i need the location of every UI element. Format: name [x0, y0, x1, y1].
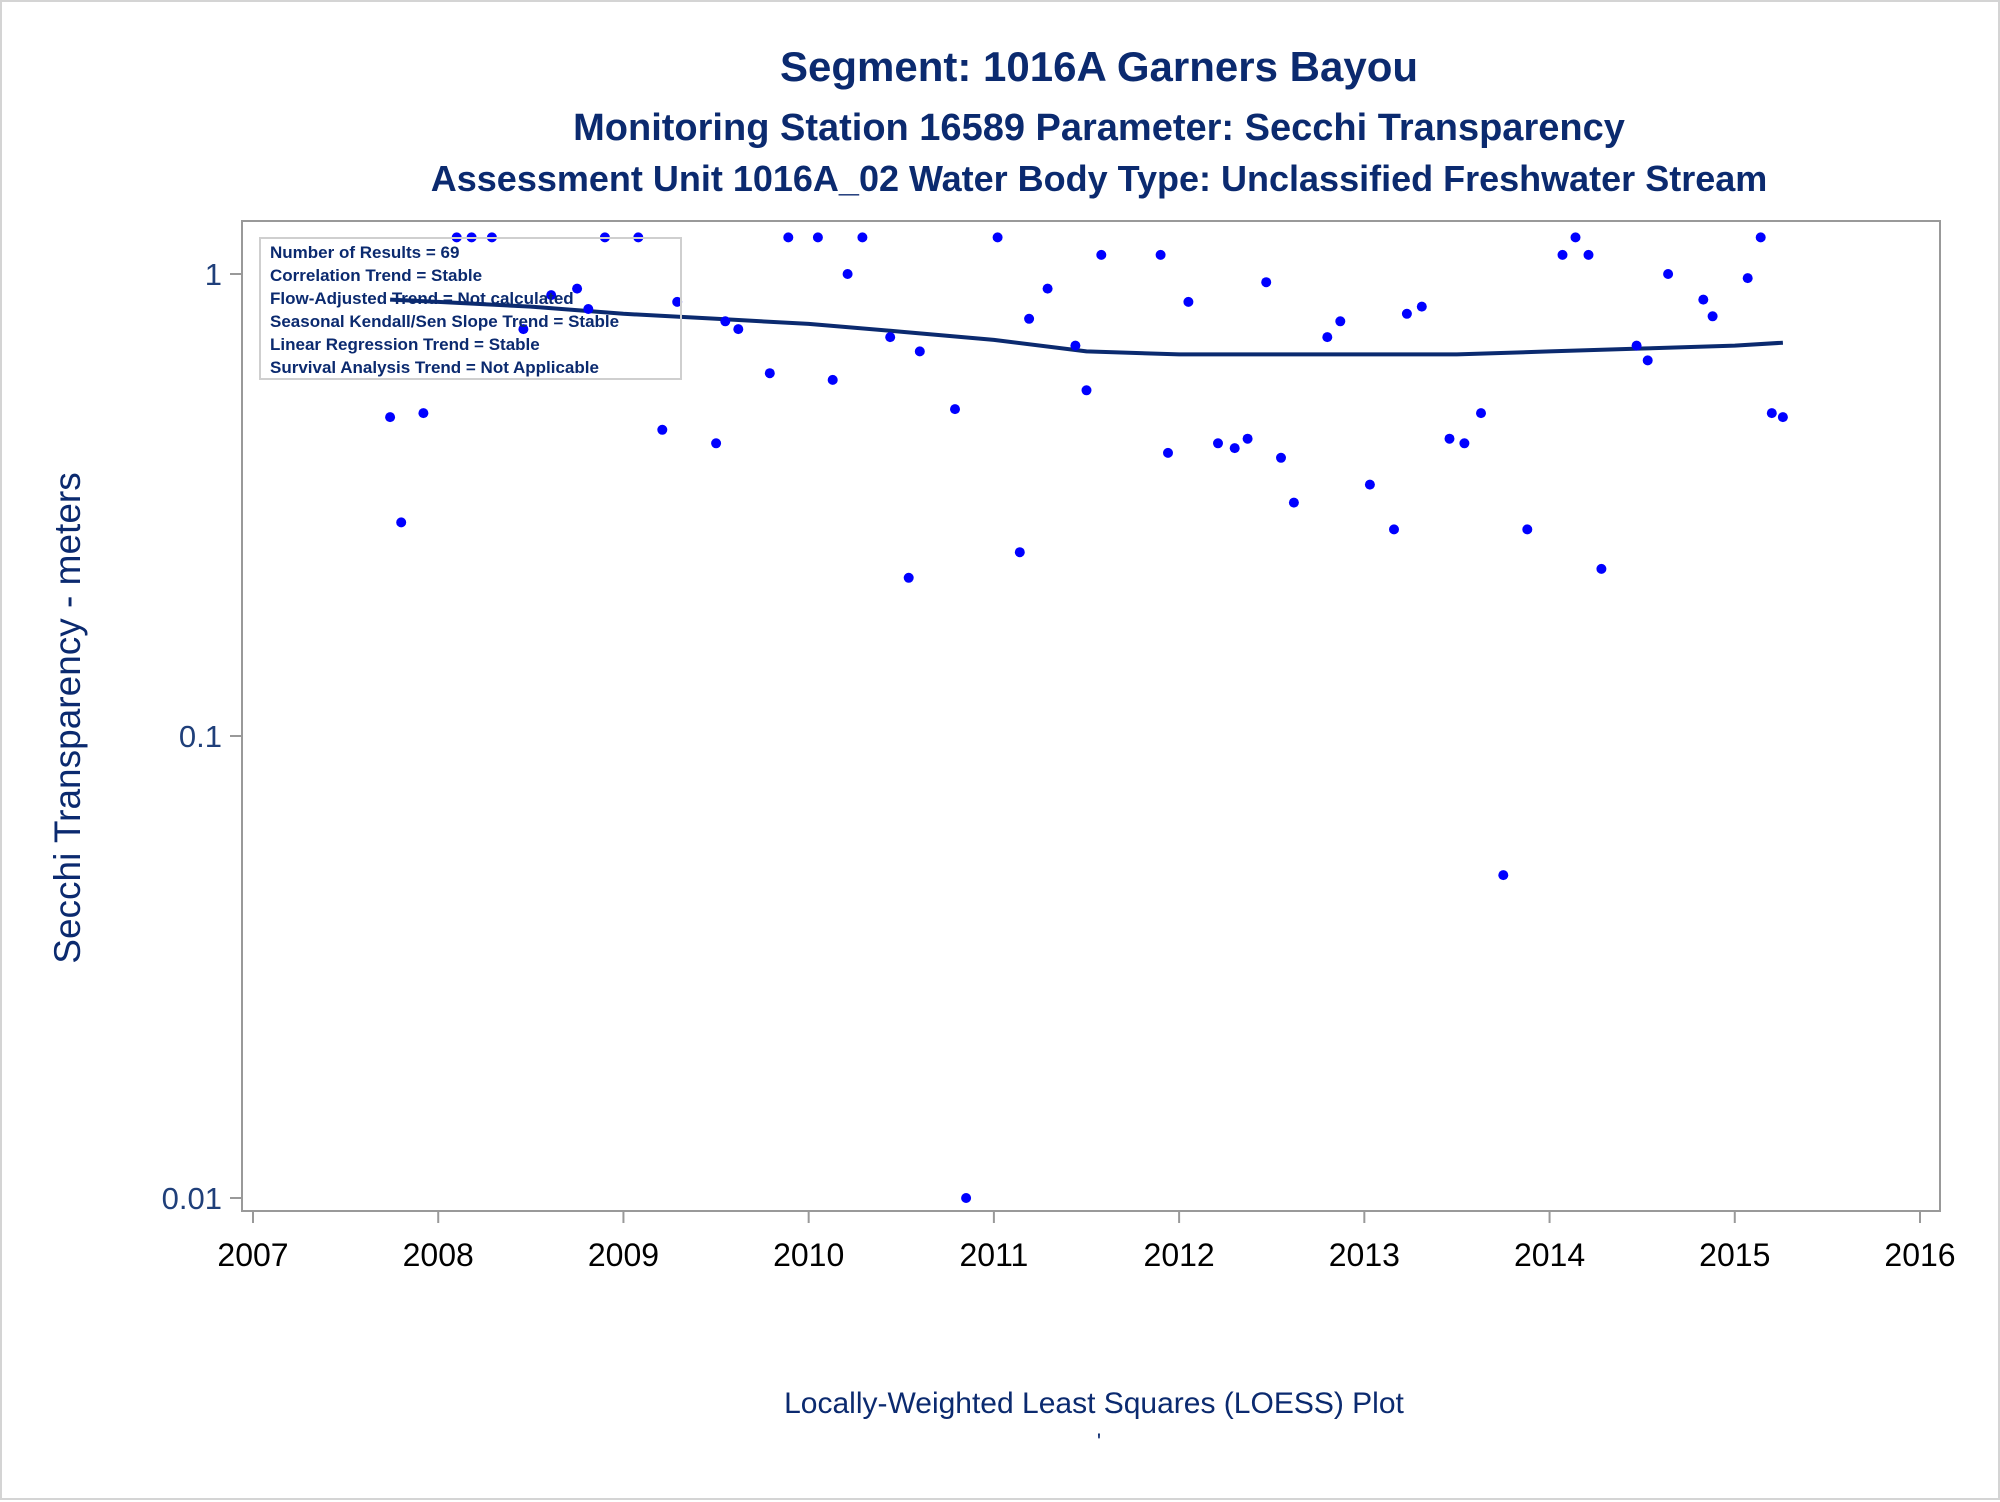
data-point	[1364, 479, 1375, 490]
data-point	[396, 517, 407, 528]
data-point	[1755, 232, 1766, 243]
y-axis-label: Secchi Transparency - meters	[47, 472, 88, 963]
x-tick-label: 2013	[1329, 1237, 1400, 1273]
x-axis: 2007 2008 2009 2010 2011 2012 2013 2014 2015 2016	[217, 1211, 1956, 1273]
stats-line-linear-regression: Linear Regression Trend = Stable	[270, 335, 540, 354]
data-point	[1322, 332, 1333, 343]
data-point	[1416, 301, 1427, 312]
data-point	[1261, 277, 1272, 288]
chart-subtitle-assessment: Assessment Unit 1016A_02 Water Body Type…	[431, 158, 1768, 199]
stats-line-results: Number of Results = 69	[270, 243, 459, 262]
x-tick-label: 2014	[1514, 1237, 1585, 1273]
data-point	[720, 316, 731, 327]
data-point	[518, 324, 529, 335]
data-point	[885, 332, 896, 343]
data-point	[1183, 296, 1194, 307]
data-point	[1498, 870, 1509, 881]
chart-subtitle-station: Monitoring Station 16589 Parameter: Secc…	[573, 107, 1625, 149]
data-point	[657, 424, 668, 435]
data-point	[1288, 497, 1299, 508]
data-point	[914, 346, 925, 357]
data-point	[1444, 433, 1455, 444]
data-point	[1570, 232, 1581, 243]
data-point	[385, 412, 396, 423]
stats-line-correlation: Correlation Trend = Stable	[270, 266, 482, 285]
data-point	[1631, 340, 1642, 351]
data-point	[1229, 443, 1240, 454]
data-point	[1070, 340, 1081, 351]
data-point	[812, 232, 823, 243]
data-point	[672, 296, 683, 307]
data-point	[764, 368, 775, 379]
data-point	[1707, 311, 1718, 322]
data-point	[1155, 249, 1166, 260]
data-point	[1335, 316, 1346, 327]
data-point	[1024, 313, 1035, 324]
stats-inset: Number of Results = 69 Correlation Trend…	[259, 237, 682, 380]
y-tick-label: 0.1	[179, 719, 222, 754]
data-point	[992, 232, 1003, 243]
x-tick-label: 2008	[403, 1237, 474, 1273]
x-tick-label: 2015	[1699, 1237, 1770, 1273]
x-tick-label: 2012	[1144, 1237, 1215, 1273]
data-point	[1742, 273, 1753, 284]
data-point	[733, 324, 744, 335]
data-point	[1557, 249, 1568, 260]
data-point	[546, 290, 557, 301]
footnote: Locally-Weighted Least Squares (LOESS) P…	[784, 1387, 1404, 1420]
data-point	[1766, 408, 1777, 419]
x-tick-label: 2010	[773, 1237, 844, 1273]
points-layer	[385, 232, 1788, 1203]
data-point	[1642, 355, 1653, 366]
x-tick-label: 2011	[959, 1237, 1028, 1273]
data-point	[783, 232, 794, 243]
data-point	[1081, 385, 1092, 396]
x-tick-label: 2016	[1884, 1237, 1955, 1273]
data-point	[842, 269, 853, 279]
data-point	[1663, 269, 1674, 279]
stats-line-survival: Survival Analysis Trend = Not Applicable	[270, 358, 599, 377]
y-axis: 0.01 0.1 1	[162, 257, 242, 1216]
stats-line-flow-adjusted: Flow-Adjusted Trend = Not calculated	[270, 289, 574, 308]
data-point	[1522, 524, 1533, 535]
x-tick-label: 2007	[217, 1237, 288, 1273]
data-point	[1042, 283, 1053, 294]
data-point	[950, 404, 960, 415]
data-point	[1476, 408, 1486, 419]
stats-inset-box	[259, 237, 682, 380]
data-point	[1213, 438, 1223, 449]
y-tick-label: 0.01	[162, 1181, 222, 1216]
data-point	[418, 408, 429, 419]
data-point	[827, 374, 838, 385]
plot-area	[241, 220, 1941, 1212]
stats-line-seasonal-kendall: Seasonal Kendall/Sen Slope Trend = Stabl…	[270, 312, 619, 331]
data-point	[1096, 249, 1107, 260]
data-point	[583, 304, 594, 314]
data-point	[1276, 452, 1286, 463]
data-point	[1596, 563, 1607, 574]
data-point	[711, 438, 722, 449]
footnote-mark: '	[1097, 1429, 1101, 1454]
data-point	[1163, 447, 1173, 458]
data-point	[1242, 433, 1253, 444]
data-point	[1401, 308, 1412, 319]
data-point	[903, 572, 914, 583]
data-point	[1777, 412, 1788, 423]
data-point	[961, 1193, 972, 1203]
data-point	[857, 232, 868, 243]
data-point	[1583, 249, 1594, 260]
data-point	[1698, 294, 1709, 305]
chart-title: Segment: 1016A Garners Bayou	[780, 43, 1418, 90]
data-point	[1459, 438, 1470, 449]
y-tick-label: 1	[205, 257, 222, 292]
data-point	[1389, 524, 1399, 535]
data-point	[1014, 547, 1025, 558]
data-point	[572, 283, 583, 294]
x-tick-label: 2009	[588, 1237, 659, 1273]
